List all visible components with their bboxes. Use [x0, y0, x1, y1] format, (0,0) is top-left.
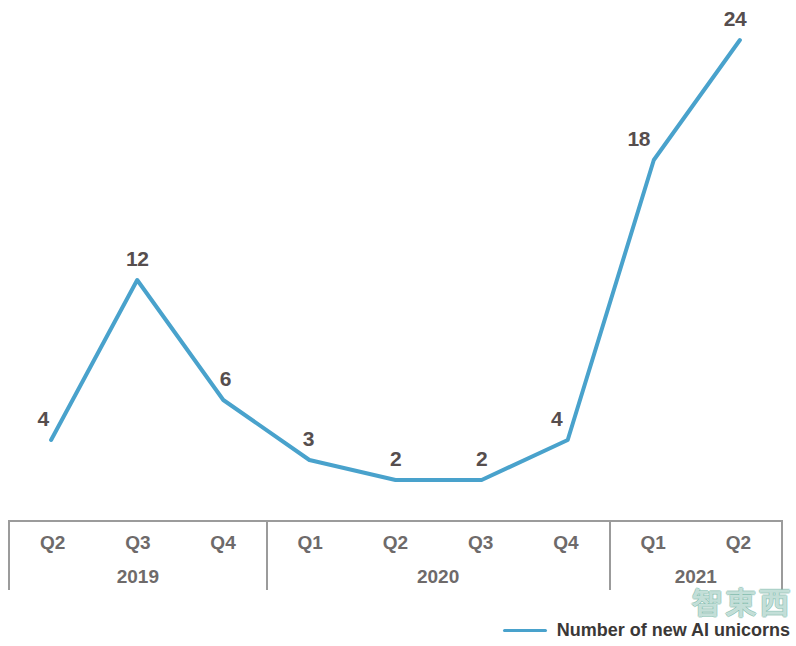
data-point-label: 2	[476, 447, 487, 470]
axis-group-2020: Q1 Q2 Q3 Q4 2020	[266, 522, 609, 590]
axis-quarter-label: Q4	[180, 532, 265, 554]
axis-year-label: 2020	[268, 564, 609, 590]
data-point-label: 4	[38, 407, 50, 430]
axis-quarter-label: Q4	[523, 532, 608, 554]
axis-quarter-label: Q3	[95, 532, 180, 554]
axis-quarter-label: Q3	[438, 532, 523, 554]
legend: Number of new AI unicorns	[503, 620, 790, 641]
data-point-label: 24	[724, 7, 747, 30]
data-point-label: 12	[126, 247, 148, 270]
axis-year-label: 2021	[611, 564, 781, 590]
quarter-row: Q1 Q2	[611, 522, 781, 564]
data-point-label: 6	[220, 367, 231, 390]
axis-quarter-label: Q1	[268, 532, 353, 554]
legend-label: Number of new AI unicorns	[557, 620, 790, 641]
data-point-label: 2	[390, 447, 401, 470]
data-point-label: 4	[551, 407, 563, 430]
quarter-row: Q2 Q3 Q4	[10, 522, 266, 564]
axis-year-label: 2019	[10, 564, 266, 590]
data-point-label: 3	[303, 427, 314, 450]
axis-group-2019: Q2 Q3 Q4 2019	[8, 522, 266, 590]
axis-quarter-label: Q1	[611, 532, 696, 554]
quarter-row: Q1 Q2 Q3 Q4	[268, 522, 609, 564]
axis-quarter-label: Q2	[10, 532, 95, 554]
axis-quarter-label: Q2	[696, 532, 781, 554]
axis-quarter-label: Q2	[353, 532, 438, 554]
data-point-label: 18	[628, 127, 651, 150]
line-chart: 412632241824	[0, 0, 796, 520]
axis-group-2021: Q1 Q2 2021	[609, 522, 783, 590]
ai-unicorns-line-chart: 412632241824 Q2 Q3 Q4 2019 Q1 Q2 Q3 Q4 2…	[0, 0, 796, 646]
x-axis-table: Q2 Q3 Q4 2019 Q1 Q2 Q3 Q4 2020 Q1 Q2 202…	[8, 520, 783, 590]
legend-line-swatch	[503, 629, 547, 632]
